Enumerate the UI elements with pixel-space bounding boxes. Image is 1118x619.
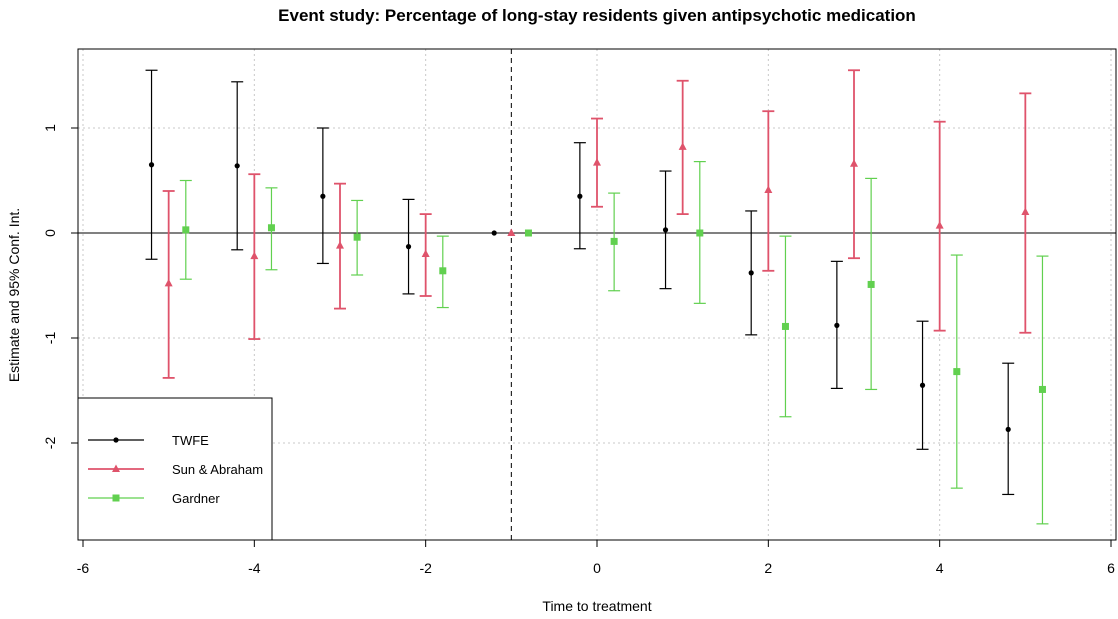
x-axis-label: Time to treatment [542,598,651,614]
legend-marker [113,437,119,443]
data-point [1021,207,1030,215]
data-point [850,159,858,167]
x-tick-label: 2 [764,560,772,576]
x-tick-label: 4 [936,560,944,576]
data-point [148,162,155,168]
y-tick-label: 0 [42,229,58,237]
y-tick-label: -2 [42,437,58,450]
legend-label: Gardner [172,491,220,506]
x-tick-label: 6 [1107,560,1115,576]
data-point [439,267,447,275]
data-point [953,368,961,376]
data-point [919,382,926,388]
x-tick-label: -6 [77,560,90,576]
data-point [935,221,944,229]
data-point [491,230,497,236]
data-point [524,229,532,237]
y-axis-label: Estimate and 95% Conf. Int. [6,208,22,382]
x-tick-label: 0 [593,560,601,576]
data-point [421,249,430,257]
data-point [234,163,240,169]
data-point [834,322,840,328]
data-point [336,241,344,249]
data-point [678,142,687,150]
chart-title: Event study: Percentage of long-stay res… [278,6,916,25]
data-point [764,185,773,193]
legend: TWFE Sun & Abraham Gardner [77,397,273,541]
y-tick-label: -1 [42,332,58,345]
legend-marker [112,494,120,502]
data-point [164,278,173,287]
data-point [507,228,516,236]
x-axis: -6 -4 -2 0 2 4 6 [77,539,1115,576]
data-point [577,193,583,199]
data-point [781,322,789,330]
series-twfe [145,69,1015,496]
data-point [405,244,412,250]
data-point [1038,385,1046,393]
data-point [748,270,754,276]
data-point [250,251,259,260]
data-point [267,224,275,232]
data-point [182,226,190,234]
series-gardner [179,161,1049,525]
legend-label: Sun & Abraham [172,462,263,477]
data-point [610,237,618,245]
series-layer [145,69,1049,525]
legend-label: TWFE [172,433,209,448]
x-tick-label: -2 [419,560,432,576]
data-point [1005,426,1011,432]
series-sun-abraham [162,69,1032,379]
data-point [353,233,361,241]
legend-marker [112,464,120,472]
y-axis: 1 0 -1 -2 [42,124,78,449]
y-tick-label: 1 [42,124,58,132]
data-point [696,229,704,237]
x-tick-label: -4 [248,560,261,576]
data-point [320,193,326,199]
reference-lines [78,49,1116,540]
data-point [662,227,669,233]
data-point [867,280,875,288]
data-point [593,158,601,166]
